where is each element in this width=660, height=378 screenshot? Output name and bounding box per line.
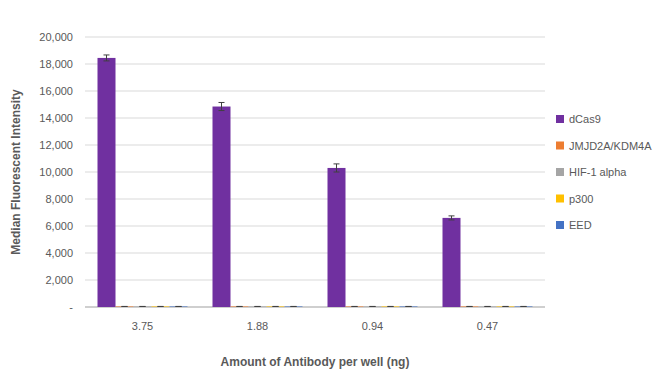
- x-axis-title: Amount of Antibody per well (ng): [221, 355, 410, 369]
- grid-line: [85, 118, 545, 119]
- y-tick-label: 8,000: [45, 193, 73, 205]
- bar: [443, 218, 461, 307]
- x-tick-label: 0.94: [362, 320, 383, 332]
- legend-label: EED: [569, 219, 592, 231]
- bar: [461, 306, 479, 307]
- grid-line: [85, 307, 545, 308]
- y-axis-title: Median Fluorescent Intensity: [9, 89, 23, 255]
- grid-line: [85, 172, 545, 173]
- y-tick-label: 14,000: [39, 112, 73, 124]
- error-bar: [140, 306, 146, 307]
- grid-line: [85, 37, 545, 38]
- error-bar: [104, 55, 110, 61]
- error-bar: [255, 306, 261, 307]
- y-tick-label: 10,000: [39, 166, 73, 178]
- y-tick-label: 6,000: [45, 220, 73, 232]
- y-tick-label: 2,000: [45, 274, 73, 286]
- legend-swatch: [556, 221, 564, 229]
- bar: [328, 168, 346, 307]
- y-tick-label: 18,000: [39, 58, 73, 70]
- bar: [364, 306, 382, 307]
- bar: [400, 306, 418, 307]
- error-bar: [370, 306, 376, 307]
- legend-swatch: [556, 115, 564, 123]
- bar: [134, 306, 152, 307]
- error-bar: [291, 306, 297, 307]
- error-bar: [485, 306, 491, 307]
- legend: dCas9 JMJD2A/KDM4A HIF-1 alpha p300 EED: [556, 113, 652, 231]
- legend-label: dCas9: [569, 113, 601, 125]
- error-bar: [449, 216, 455, 220]
- chart: - 2,000 4,000 6,000 8,000 10,000 12,000 14,000 1…: [0, 0, 660, 378]
- legend-label: JMJD2A/KDM4A: [569, 140, 652, 152]
- legend-swatch: [556, 195, 564, 203]
- error-bar: [406, 306, 412, 307]
- x-axis-line: [85, 307, 545, 308]
- bar: [382, 306, 400, 307]
- bar: [497, 306, 515, 307]
- grid-line: [85, 91, 545, 92]
- error-bar: [521, 306, 527, 307]
- bar: [170, 306, 188, 307]
- bars: [98, 55, 533, 307]
- bar: [116, 306, 134, 307]
- y-tick-label: -: [69, 301, 73, 313]
- grid-line: [85, 226, 545, 227]
- legend-label: p300: [569, 193, 593, 205]
- y-tick-label: 20,000: [39, 31, 73, 43]
- bar: [285, 306, 303, 307]
- grid-line: [85, 280, 545, 281]
- bar: [515, 306, 533, 307]
- error-bar: [467, 306, 473, 307]
- y-tick-label: 4,000: [45, 247, 73, 259]
- error-bar: [158, 306, 164, 307]
- error-bar: [219, 102, 225, 110]
- x-tick-label: 1.88: [247, 320, 268, 332]
- legend-swatch: [556, 168, 564, 176]
- error-bar: [273, 306, 279, 307]
- error-bar: [122, 306, 128, 307]
- legend-label: HIF-1 alpha: [569, 166, 627, 178]
- grid-line: [85, 145, 545, 146]
- error-bar: [503, 306, 509, 307]
- grid-line: [85, 199, 545, 200]
- error-bar: [388, 306, 394, 307]
- bar: [267, 306, 285, 307]
- bar: [479, 306, 497, 307]
- grid-line: [85, 64, 545, 65]
- bar: [213, 107, 231, 307]
- error-bar: [176, 306, 182, 307]
- bar: [231, 306, 249, 307]
- bar: [98, 58, 116, 307]
- grid-line: [85, 253, 545, 254]
- x-tick-label: 3.75: [132, 320, 153, 332]
- bar: [249, 306, 267, 307]
- grid: [85, 37, 545, 307]
- y-tick-label: 16,000: [39, 85, 73, 97]
- y-tick-label: 12,000: [39, 139, 73, 151]
- error-bar: [237, 306, 243, 307]
- error-bar: [334, 164, 340, 172]
- error-bar: [352, 306, 358, 307]
- legend-swatch: [556, 142, 564, 150]
- x-tick-label: 0.47: [477, 320, 498, 332]
- bar: [152, 306, 170, 307]
- bar: [346, 306, 364, 307]
